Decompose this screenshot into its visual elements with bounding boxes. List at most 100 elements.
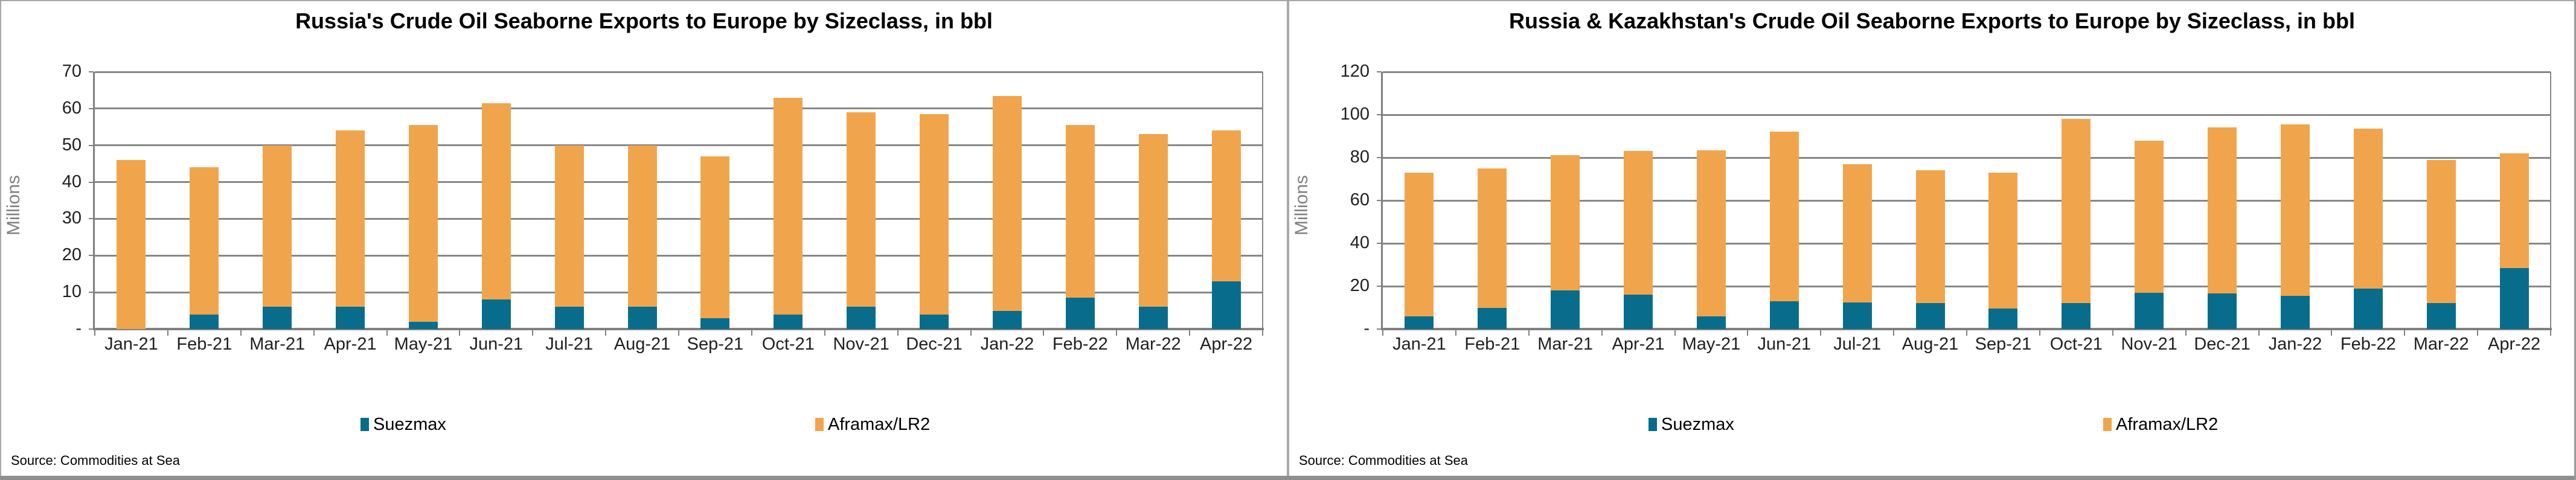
x-tick-label-nov-21: Nov-21 — [2121, 334, 2177, 354]
bar-aframax-lr2-mar-21 — [263, 145, 292, 307]
bar-suezmax-may-21 — [408, 321, 438, 329]
gridline-10 — [95, 291, 1263, 293]
gridline-30 — [95, 217, 1263, 220]
x-axis-tick — [459, 329, 461, 336]
x-tick-label-apr-21: Apr-21 — [324, 334, 377, 354]
y-axis-tick — [89, 292, 94, 293]
bar-aframax-lr2-jan-21 — [117, 160, 146, 329]
gridline-120 — [1383, 71, 2551, 73]
suezmax-legend-swatch-icon — [1648, 418, 1657, 431]
bar-aframax-lr2-mar-22 — [2426, 159, 2456, 304]
x-tick-label-apr-22: Apr-22 — [2488, 334, 2541, 354]
x-axis-tick — [1893, 329, 1895, 336]
gridline-40 — [95, 181, 1263, 184]
y-axis-title: Millions — [4, 174, 24, 236]
bar-suezmax-aug-21 — [627, 307, 657, 329]
bar-suezmax-apr-21 — [1624, 295, 1653, 329]
gridline-20 — [95, 254, 1263, 257]
bar-aframax-lr2-oct-21 — [774, 97, 803, 315]
x-tick-label-apr-22: Apr-22 — [1200, 334, 1253, 354]
legend-item-suezmax: Suezmax — [360, 415, 446, 434]
bar-suezmax-apr-22 — [2499, 267, 2529, 329]
legend-item-aframax-lr2: Aframax/LR2 — [815, 415, 930, 434]
aframax-lr2-legend-swatch-icon — [815, 418, 824, 431]
x-tick-label-oct-21: Oct-21 — [761, 334, 815, 354]
y-axis-tick — [1377, 243, 1382, 244]
y-axis-tick — [89, 218, 94, 220]
gridline-40 — [1383, 242, 2551, 245]
bar-suezmax-feb-21 — [190, 314, 219, 329]
y-axis-tick — [1377, 286, 1382, 287]
bar-suezmax-jul-21 — [554, 307, 584, 329]
bar-suezmax-jan-21 — [1405, 316, 1434, 329]
plot-area — [93, 71, 1264, 336]
x-tick-label-dec-21: Dec-21 — [2194, 334, 2251, 354]
x-axis-tick — [1747, 329, 1749, 336]
bar-aframax-lr2-feb-21 — [190, 167, 219, 315]
legend-label: Suezmax — [373, 414, 446, 434]
x-axis-tick — [1189, 329, 1191, 336]
bar-suezmax-oct-21 — [774, 314, 803, 329]
x-tick-label-mar-21: Mar-21 — [249, 334, 306, 354]
y-axis-tick — [89, 107, 94, 109]
gridline-20 — [1383, 285, 2551, 287]
x-tick-label-jan-22: Jan-22 — [2268, 334, 2322, 354]
x-tick-label-sep-21: Sep-21 — [1975, 334, 2032, 354]
y-axis-tick — [89, 328, 94, 330]
x-tick-label-feb-21: Feb-21 — [1464, 334, 1520, 354]
bar-suezmax-apr-22 — [1211, 281, 1241, 329]
y-tick-label-70: 70 — [62, 62, 82, 81]
bar-aframax-lr2-dec-21 — [2208, 127, 2237, 294]
gridline-100 — [1383, 114, 2551, 116]
bar-aframax-lr2-jul-21 — [1842, 164, 1872, 302]
bar-aframax-lr2-feb-22 — [2353, 129, 2383, 289]
bar-suezmax-aug-21 — [1915, 303, 1945, 329]
y-axis-tick — [89, 255, 94, 257]
y-tick-label-40: 40 — [62, 171, 82, 191]
x-axis-tick — [2258, 329, 2260, 336]
gridline-60 — [1383, 199, 2551, 202]
y-tick-label-120: 120 — [1340, 62, 1370, 81]
x-axis-tick — [313, 329, 315, 336]
y-tick-label-20: 20 — [1350, 276, 1370, 295]
bar-suezmax-nov-21 — [847, 307, 876, 329]
bar-aframax-lr2-apr-22 — [2499, 153, 2529, 268]
y-tick-label-10: 10 — [62, 282, 82, 302]
plot-area — [1381, 71, 2552, 336]
x-tick-label-may-21: May-21 — [1682, 334, 1741, 354]
chart-panel-russia-kazakhstan: Russia & Kazakhstan's Crude Oil Seaborne… — [1288, 0, 2576, 480]
legend-label: Aframax/LR2 — [2116, 414, 2219, 434]
bar-suezmax-mar-21 — [1551, 290, 1580, 329]
x-axis-tick — [2404, 329, 2406, 336]
x-tick-label-mar-22: Mar-22 — [1125, 334, 1181, 354]
bar-suezmax-dec-21 — [2208, 293, 2237, 329]
bar-aframax-lr2-apr-21 — [1624, 151, 1653, 295]
window-right-edge — [2574, 0, 2576, 480]
gridline-80 — [1383, 156, 2551, 159]
x-axis-tick — [386, 329, 388, 336]
chart-title: Russia's Crude Oil Seaborne Exports to E… — [295, 8, 993, 33]
x-tick-label-oct-21: Oct-21 — [2049, 334, 2103, 354]
y-tick-label-60: 60 — [62, 98, 82, 118]
bar-suezmax-mar-22 — [1138, 307, 1168, 329]
bar-suezmax-oct-21 — [2062, 303, 2091, 329]
bar-aframax-lr2-apr-22 — [1211, 130, 1241, 281]
source-note: Source: Commodities at Sea — [11, 453, 181, 468]
bar-suezmax-mar-21 — [263, 307, 292, 329]
y-axis-tick — [1377, 114, 1382, 115]
bar-suezmax-feb-22 — [1065, 298, 1095, 329]
bar-aframax-lr2-jun-21 — [1769, 132, 1799, 301]
x-axis-tick — [1382, 329, 1383, 336]
x-tick-label-mar-22: Mar-22 — [2413, 334, 2469, 354]
y-axis — [93, 72, 95, 330]
x-axis-tick — [2185, 329, 2187, 336]
y-tick-label-80: 80 — [1350, 147, 1370, 167]
x-axis-tick — [1528, 329, 1530, 336]
x-axis-tick — [2477, 329, 2479, 336]
bar-suezmax-feb-21 — [1478, 307, 1507, 329]
legend-item-suezmax: Suezmax — [1648, 415, 1734, 434]
bar-aframax-lr2-dec-21 — [920, 114, 949, 315]
x-tick-label-nov-21: Nov-21 — [833, 334, 889, 354]
x-axis-tick — [824, 329, 825, 336]
plot-right-border — [2550, 72, 2551, 329]
